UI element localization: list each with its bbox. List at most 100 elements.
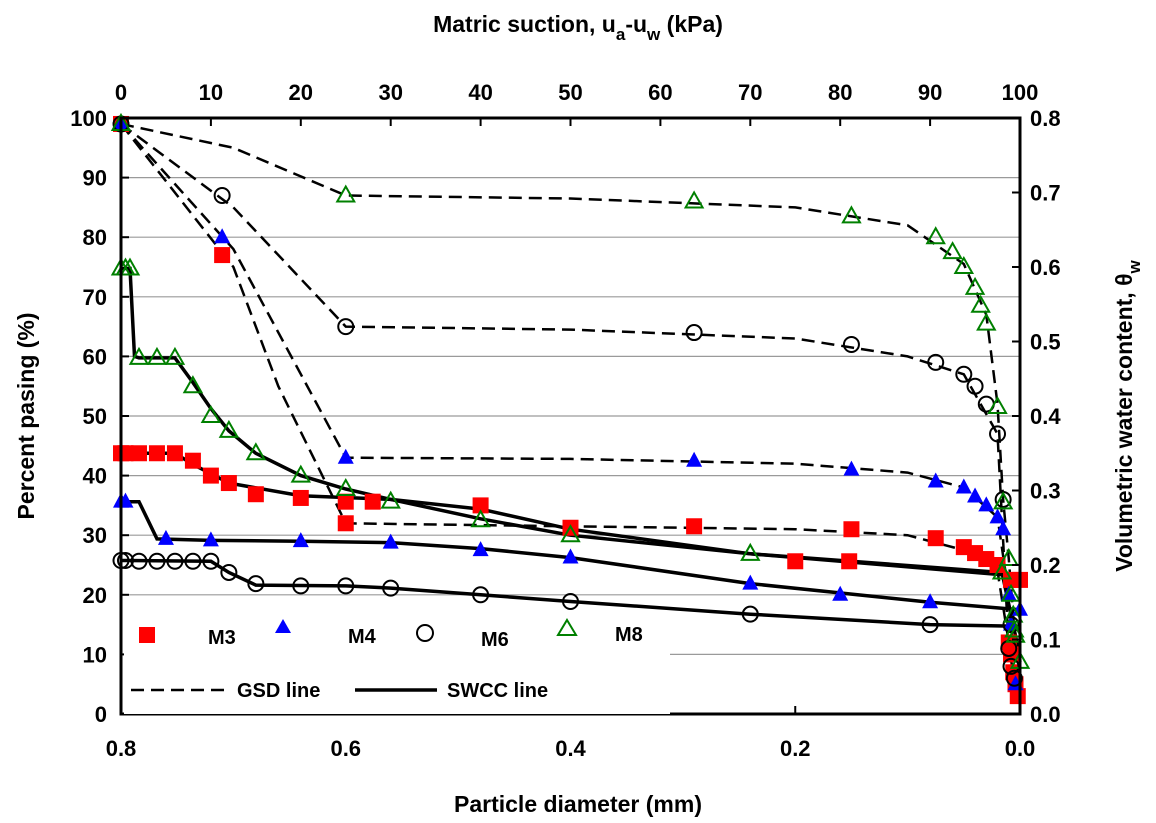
gsd-line-m6 xyxy=(120,122,1016,679)
gsd-point-m8 xyxy=(942,241,963,260)
x-top-tick-label: 20 xyxy=(289,80,313,105)
legend-marker-m4 xyxy=(275,619,291,633)
gsd-point-m4 xyxy=(989,508,1006,524)
swcc-point-m4 xyxy=(832,585,849,601)
swcc-point-m6 xyxy=(741,605,759,623)
legend-label-swcc: SWCC line xyxy=(447,680,548,702)
swcc-point-m3 xyxy=(184,452,201,469)
y-right-tick-label: 0.3 xyxy=(1030,479,1061,504)
gsd-point-m8 xyxy=(970,294,991,313)
swcc-point-m8 xyxy=(290,464,312,483)
y-left-tick-label: 10 xyxy=(83,642,107,667)
swcc-point-m4 xyxy=(292,532,309,548)
gsd-point-m4 xyxy=(337,448,354,464)
x-bottom-tick-label: 0.8 xyxy=(106,736,137,761)
gsd-point-m6 xyxy=(955,365,973,383)
swcc-point-m4 xyxy=(562,548,579,564)
x-top-tick-label: 100 xyxy=(1002,80,1039,105)
y-left-tick-label: 20 xyxy=(83,583,107,608)
y-left-tick-label: 30 xyxy=(83,523,107,548)
y-right-tick-label: 0.7 xyxy=(1030,181,1061,206)
y-right-tick-label: 0.6 xyxy=(1030,255,1061,280)
y-left-tick-label: 60 xyxy=(83,344,107,369)
gsd-point-m3 xyxy=(214,247,231,264)
legend-marker-m8 xyxy=(556,618,578,636)
swcc-point-m4 xyxy=(202,531,219,547)
legend-label-m6: M6 xyxy=(481,629,509,651)
y-right-tick-label: 0.4 xyxy=(1030,404,1061,429)
swcc-point-m8 xyxy=(119,257,141,276)
swcc-point-m6 xyxy=(148,552,166,570)
swcc-point-m6 xyxy=(292,577,310,595)
x-bottom-axis-title: Particle diameter (mm) xyxy=(454,791,702,817)
x-top-tick-label: 90 xyxy=(918,80,942,105)
swcc-point-m4 xyxy=(922,593,939,609)
legend-marker-m6 xyxy=(416,624,434,642)
gsd-point-m4 xyxy=(967,487,984,503)
y-right-tick-label: 0.0 xyxy=(1030,702,1061,727)
swcc-point-m8 xyxy=(200,404,222,423)
swcc-point-m3 xyxy=(247,486,264,503)
swcc-point-m6 xyxy=(382,579,400,597)
swcc-point-m6 xyxy=(166,552,184,570)
gsd-point-m4 xyxy=(978,496,995,512)
swcc-point-m3 xyxy=(337,493,354,510)
gsd-point-m8 xyxy=(987,396,1008,415)
swcc-point-m4 xyxy=(742,574,759,590)
gsd-point-m8 xyxy=(1000,583,1022,602)
gsd-point-m8 xyxy=(335,184,356,203)
y-right-tick-label: 0.5 xyxy=(1030,330,1061,355)
y-left-tick-label: 90 xyxy=(83,166,107,191)
gsd-point-m4 xyxy=(843,460,860,476)
swcc-point-m3 xyxy=(220,475,237,492)
x-bottom-tick-label: 0.2 xyxy=(780,736,811,761)
gsd-point-m3 xyxy=(1009,688,1026,705)
gsd-point-m8 xyxy=(953,255,975,274)
swcc-point-m3 xyxy=(472,497,489,514)
swcc-point-m8 xyxy=(146,346,168,365)
gsd-point-m8 xyxy=(964,276,986,295)
gsd-point-m8 xyxy=(992,491,1014,510)
swcc-point-m8 xyxy=(470,509,491,528)
y-right-tick-label: 0.1 xyxy=(1030,628,1061,653)
gsd-line-m3 xyxy=(120,123,1020,697)
gsd-point-m3 xyxy=(843,521,860,538)
legend-label-gsd: GSD line xyxy=(237,680,320,702)
x-top-tick-label: 10 xyxy=(199,80,223,105)
swcc-point-m6 xyxy=(220,563,238,581)
swcc-point-m3 xyxy=(166,445,183,462)
y-left-axis-title: Percent pasing (%) xyxy=(13,312,39,519)
x-top-tick-label: 40 xyxy=(468,80,492,105)
swcc-point-m6 xyxy=(337,577,355,595)
gsd-point-m3 xyxy=(686,518,703,535)
gsd-point-m6 xyxy=(966,377,984,395)
legend-marker-m3 xyxy=(139,627,155,643)
x-top-tick-label: 50 xyxy=(558,80,582,105)
y-left-tick-label: 70 xyxy=(83,285,107,310)
x-top-tick-label: 30 xyxy=(378,80,402,105)
y-left-tick-label: 100 xyxy=(70,106,107,131)
swcc-point-m6 xyxy=(472,586,490,604)
swcc-point-m3 xyxy=(148,445,165,462)
swcc-point-m8 xyxy=(560,524,581,543)
y-right-tick-label: 0.2 xyxy=(1030,553,1061,578)
swcc-point-m4 xyxy=(382,533,399,549)
x-top-tick-label: 0 xyxy=(115,80,127,105)
gsd-point-m4 xyxy=(927,472,944,488)
legend-label-m3: M3 xyxy=(208,627,236,649)
swcc-point-m8 xyxy=(740,542,761,561)
gsd-point-m8 xyxy=(976,312,997,331)
x-bottom-tick-label: 0.0 xyxy=(1005,736,1036,761)
gsd-point-m4 xyxy=(995,520,1012,536)
swcc-point-m8 xyxy=(245,442,267,461)
swcc-point-m8 xyxy=(182,375,204,394)
swcc-point-m6 xyxy=(202,552,220,570)
gsd-point-m8 xyxy=(683,190,705,209)
grid-lines xyxy=(121,177,1020,656)
swcc-point-m8 xyxy=(164,346,186,365)
gsd-point-m4 xyxy=(686,451,703,467)
legend-label-m4: M4 xyxy=(348,626,377,648)
swcc-point-m8 xyxy=(218,419,240,438)
y-right-tick-label: 0.8 xyxy=(1030,106,1061,131)
